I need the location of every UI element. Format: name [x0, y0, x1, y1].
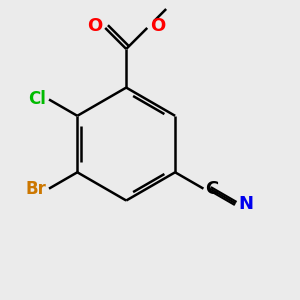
Text: O: O [150, 17, 166, 35]
Text: Br: Br [25, 180, 46, 198]
Text: C: C [205, 180, 218, 198]
Text: N: N [239, 195, 254, 213]
Text: Cl: Cl [28, 91, 46, 109]
Text: O: O [87, 17, 102, 35]
